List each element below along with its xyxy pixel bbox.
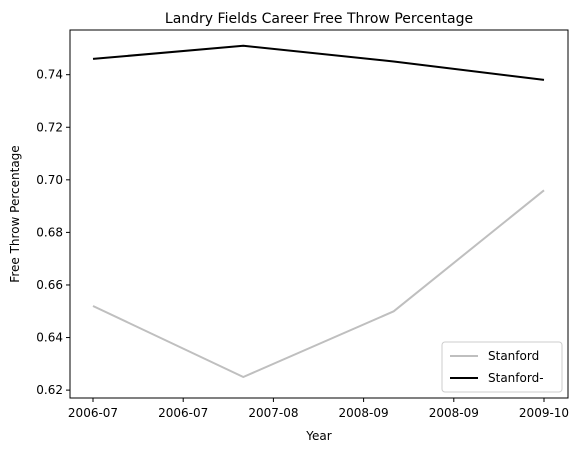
x-tick-label: 2008-09	[339, 406, 389, 420]
x-tick-label: 2006-07	[158, 406, 208, 420]
chart-title: Landry Fields Career Free Throw Percenta…	[165, 11, 473, 27]
x-tick-label: 2008-09	[429, 406, 479, 420]
legend-label: Stanford-	[488, 371, 544, 385]
y-tick-label: 0.68	[36, 225, 63, 239]
x-tick-label: 2006-07	[68, 406, 118, 420]
series-line-2	[92, 44, 545, 81]
y-tick-label: 0.70	[36, 173, 63, 187]
y-axis-title: Free Throw Percentage	[8, 145, 22, 282]
y-tick-label: 0.64	[36, 331, 63, 345]
y-tick-label: 0.74	[36, 68, 63, 82]
legend-label: Stanford	[488, 349, 539, 363]
x-axis: 2006-07 2006-07 2007-08 2008-09 2008-09 2009-…	[68, 398, 569, 420]
x-tick-label: 2009-10	[519, 406, 569, 420]
y-tick-label: 0.62	[36, 383, 63, 397]
y-tick-label: 0.66	[36, 278, 63, 292]
y-axis: 0.62 0.64 0.66 0.68 0.70 0.72 0.74	[36, 68, 70, 397]
x-tick-label: 2007-08	[248, 406, 298, 420]
legend-box	[441, 341, 563, 393]
y-tick-label: 0.72	[36, 120, 63, 134]
legend: Stanford Stanford-	[441, 341, 563, 393]
x-axis-title: Year	[305, 429, 331, 443]
plot-area-frame	[69, 29, 569, 399]
series-lines	[92, 44, 545, 378]
series-line-1	[92, 189, 545, 378]
